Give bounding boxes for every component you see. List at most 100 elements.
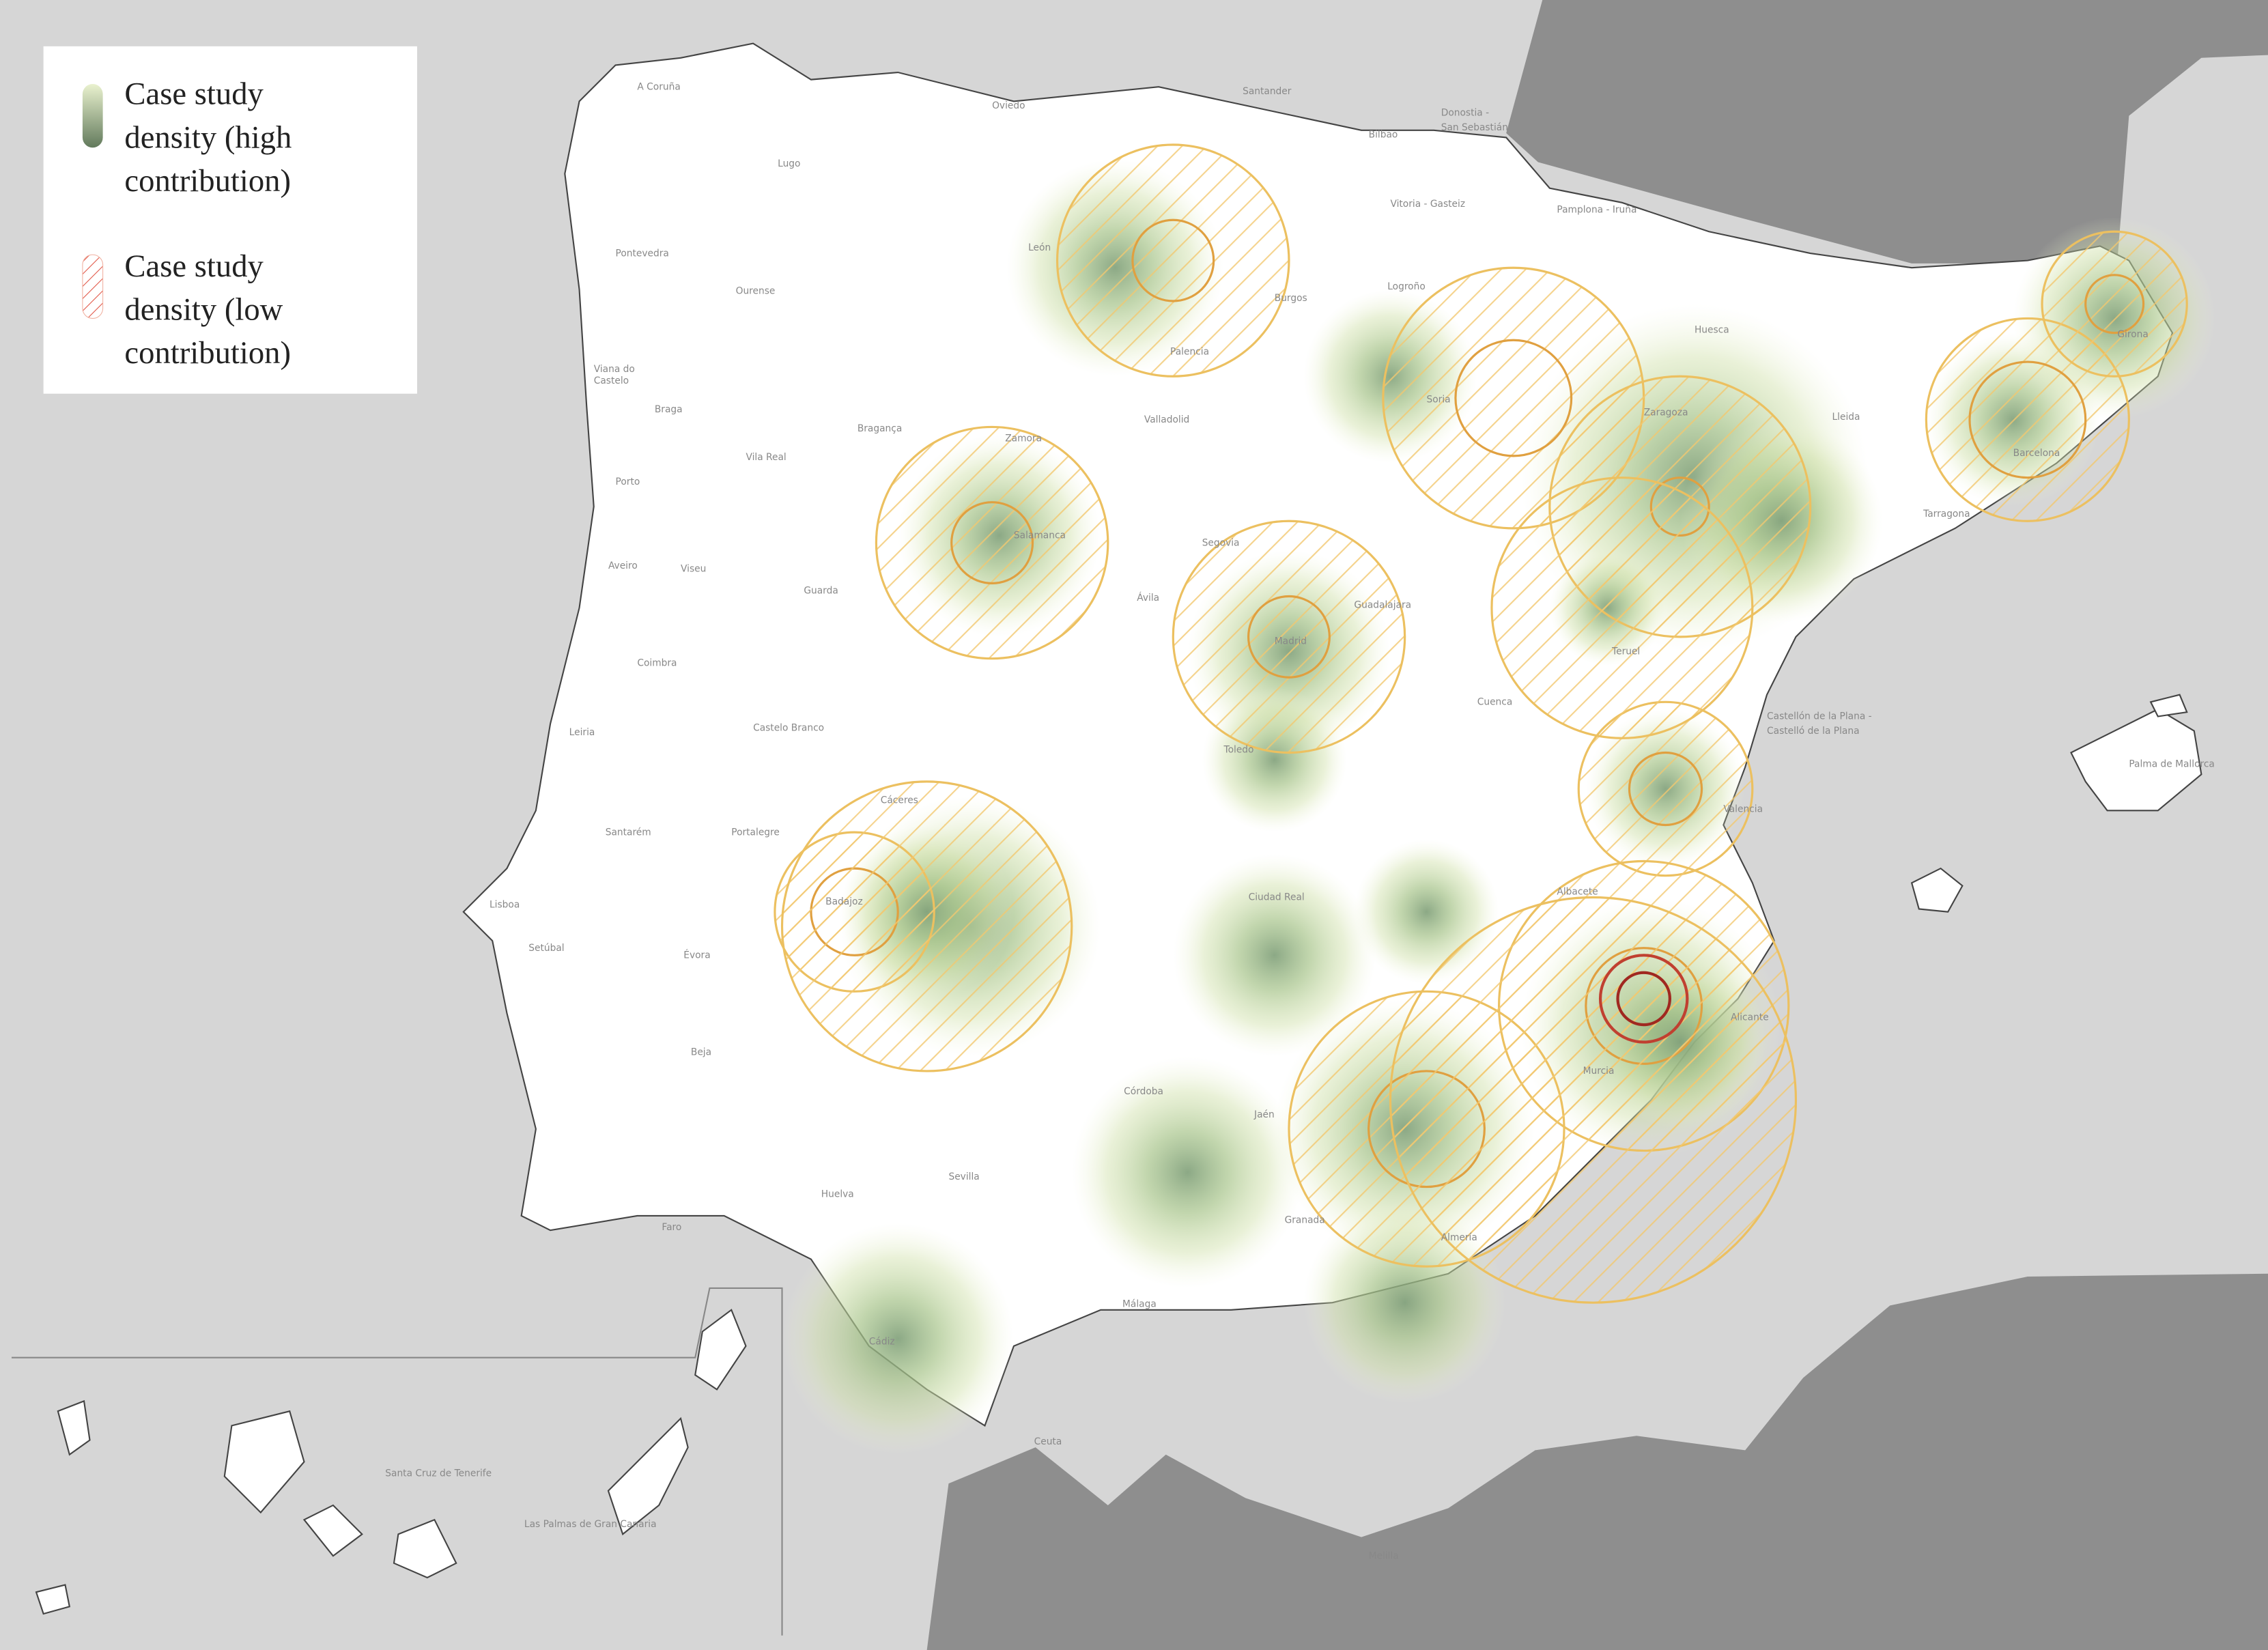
hatch-ring bbox=[1628, 751, 1703, 827]
city-label: Granada bbox=[1285, 1215, 1325, 1226]
hatch-circle bbox=[875, 425, 1109, 660]
city-label: Braga bbox=[655, 404, 683, 415]
legend-text: Case study bbox=[124, 76, 264, 112]
city-label: León bbox=[1028, 242, 1051, 253]
city-label: Leiria bbox=[569, 727, 595, 738]
city-label: Huesca bbox=[1695, 325, 1729, 336]
city-label: Melilla bbox=[1369, 1550, 1399, 1561]
menorca bbox=[2149, 694, 2188, 717]
city-label: Pontevedra bbox=[616, 248, 669, 259]
hotspot-ring bbox=[1616, 971, 1672, 1027]
legend-text: contribution) bbox=[124, 163, 291, 199]
city-label: Girona bbox=[2117, 329, 2148, 340]
city-label: Teruel bbox=[1611, 646, 1640, 657]
city-label: Portalegre bbox=[731, 827, 780, 838]
city-label: Castelló de la Plana bbox=[1767, 726, 1860, 737]
city-label: Pamplona - Iruña bbox=[1557, 205, 1636, 216]
france bbox=[1506, 0, 2268, 264]
hatch-ring bbox=[2084, 274, 2145, 335]
city-label: Zaragoza bbox=[1644, 407, 1688, 418]
city-label: Faro bbox=[662, 1222, 681, 1233]
city-label: Cuenca bbox=[1477, 697, 1513, 708]
city-label: Ciudad Real bbox=[1249, 892, 1305, 903]
city-label: Vitoria - Gasteiz bbox=[1390, 199, 1465, 210]
city-label: Vila Real bbox=[746, 452, 786, 463]
hatch-ring bbox=[1131, 218, 1215, 302]
city-label: Soria bbox=[1427, 394, 1451, 405]
city-label: Ourense bbox=[736, 285, 776, 296]
hatch-ring bbox=[950, 501, 1034, 585]
city-label: Cáceres bbox=[881, 795, 918, 806]
city-label: Palencia bbox=[1170, 346, 1209, 357]
city-label: Segovia bbox=[1202, 537, 1240, 548]
city-label: Palma de Mallorca bbox=[2129, 759, 2215, 770]
city-label: Guadalajara bbox=[1354, 599, 1411, 610]
city-label: A Coruña bbox=[637, 81, 680, 92]
city-label: Jaén bbox=[1253, 1109, 1275, 1120]
city-label: Aveiro bbox=[608, 560, 638, 571]
canary-frame bbox=[11, 1287, 783, 1636]
density-blob bbox=[782, 1223, 1014, 1455]
city-label: Zamora bbox=[1005, 433, 1042, 444]
legend-text: contribution) bbox=[124, 335, 291, 371]
hotspot-ring bbox=[1598, 954, 1689, 1044]
city-label: Bilbao bbox=[1369, 129, 1398, 140]
city-label: Almería bbox=[1441, 1232, 1477, 1243]
hatch-circle bbox=[780, 780, 1073, 1072]
legend-text: density (high bbox=[124, 119, 292, 155]
city-label: Santander bbox=[1243, 86, 1292, 97]
city-label: Bragança bbox=[857, 423, 902, 434]
city-labels: A Coruña Oviedo Santander Bilbao Donostia - S… bbox=[385, 81, 2215, 1561]
hatch-circle bbox=[1925, 317, 2130, 522]
city-label: Guarda bbox=[804, 585, 838, 596]
city-label: Cádiz bbox=[869, 1337, 895, 1348]
density-blob bbox=[1071, 1056, 1304, 1288]
africa bbox=[926, 1273, 2268, 1650]
hatch-ring bbox=[1968, 360, 2087, 479]
hatch-ring bbox=[1247, 595, 1331, 679]
hatch-ring bbox=[1454, 339, 1573, 457]
city-label: Salamanca bbox=[1014, 530, 1066, 541]
city-label: Donostia - bbox=[1441, 108, 1489, 119]
canary-islands bbox=[35, 1309, 747, 1615]
city-label: Setúbal bbox=[528, 943, 564, 954]
city-label: Las Palmas de Gran Canaria bbox=[524, 1519, 657, 1530]
hatch-circle bbox=[1055, 143, 1290, 378]
hatch-circle bbox=[1172, 520, 1406, 754]
city-label: Coimbra bbox=[637, 657, 677, 668]
city-label: Madrid bbox=[1275, 636, 1307, 646]
legend-swatch-low bbox=[82, 254, 104, 319]
city-label: Lugo bbox=[778, 158, 800, 169]
city-label: Lisboa bbox=[490, 899, 520, 910]
legend-swatch-high bbox=[82, 83, 103, 148]
city-label: Barcelona bbox=[2013, 448, 2060, 459]
city-label: Alicante bbox=[1731, 1012, 1769, 1023]
city-label: Huelva bbox=[821, 1189, 854, 1199]
city-label: Tarragona bbox=[1923, 509, 1970, 520]
city-label: Valencia bbox=[1723, 803, 1763, 814]
city-label: Santarém bbox=[606, 827, 651, 838]
ibiza bbox=[1910, 867, 1964, 913]
city-label: Logroño bbox=[1387, 281, 1426, 292]
city-label: Castelo Branco bbox=[753, 723, 824, 734]
city-label: Ávila bbox=[1137, 591, 1159, 603]
hatch-circle bbox=[1490, 476, 1754, 739]
city-label: Oviedo bbox=[992, 100, 1025, 111]
city-label: Sevilla bbox=[948, 1171, 979, 1182]
legend-item[interactable]: Case study density (low contribution) bbox=[124, 248, 291, 371]
city-label: Toledo bbox=[1223, 744, 1254, 755]
city-label: Murcia bbox=[1583, 1066, 1615, 1077]
mallorca bbox=[2070, 708, 2202, 812]
city-label: Córdoba bbox=[1124, 1086, 1163, 1097]
city-label: Valladolid bbox=[1144, 414, 1189, 425]
legend-item[interactable]: Case study density (high contribution) bbox=[124, 76, 292, 199]
hatch-circle bbox=[2041, 230, 2188, 378]
legend-box bbox=[43, 46, 417, 394]
city-label: Castellón de la Plana - bbox=[1767, 711, 1872, 722]
city-label: Porto bbox=[616, 476, 640, 487]
city-label: Viseu bbox=[681, 563, 706, 574]
city-label: Santa Cruz de Tenerife bbox=[385, 1468, 492, 1479]
